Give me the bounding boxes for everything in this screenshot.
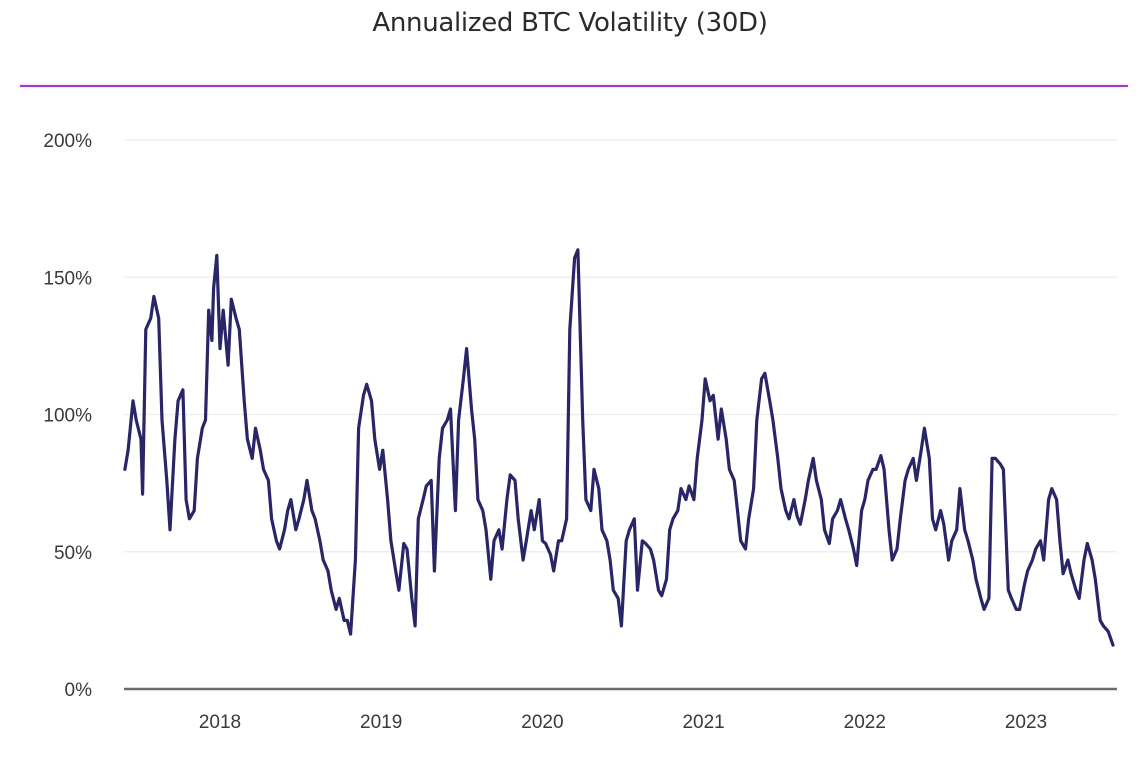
x-tick-label: 2020 [521, 712, 563, 733]
y-tick-label: 100% [43, 406, 92, 427]
x-tick-label: 2021 [682, 712, 724, 733]
x-tick-label: 2022 [844, 712, 886, 733]
x-axis-ticks: 2018 2019 2020 2021 2022 2023 [199, 712, 1047, 733]
x-tick-label: 2018 [199, 712, 241, 733]
title-divider [20, 85, 1128, 87]
chart-title: Annualized BTC Volatility (30D) [372, 8, 768, 38]
y-tick-label: 200% [43, 131, 92, 152]
y-tick-label: 50% [54, 543, 92, 564]
x-tick-label: 2019 [360, 712, 402, 733]
y-axis-ticks: 0% 50% 100% 150% 200% [43, 131, 92, 701]
series-line [123, 248, 1115, 647]
y-tick-label: 0% [65, 680, 93, 701]
series-group [123, 248, 1115, 647]
x-tick-label: 2023 [1005, 712, 1047, 733]
y-tick-label: 150% [43, 268, 92, 289]
